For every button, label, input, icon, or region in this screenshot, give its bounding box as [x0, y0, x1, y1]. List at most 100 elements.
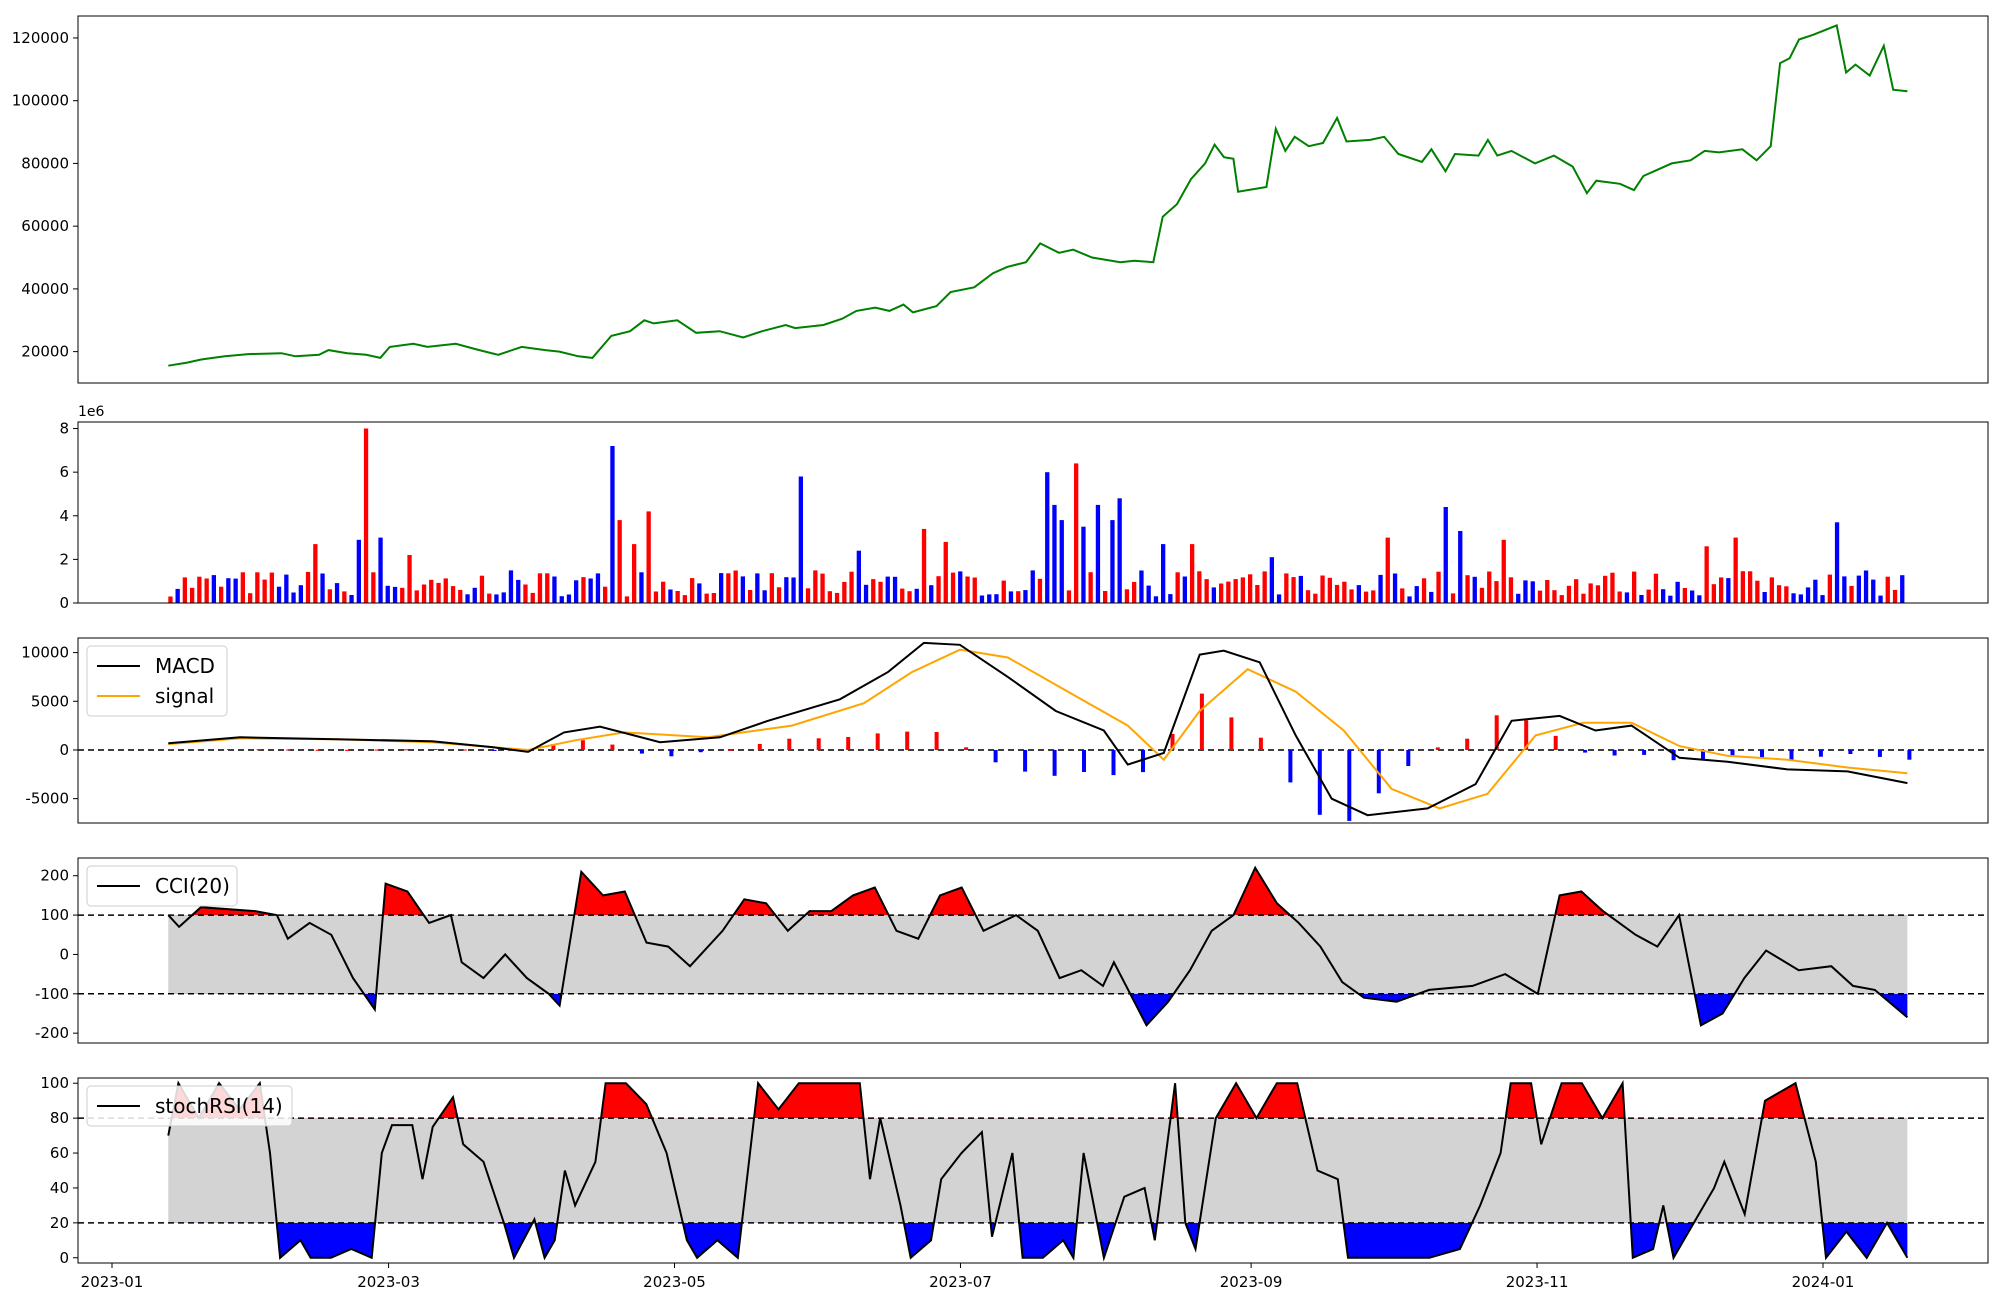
volume-bar [733, 570, 738, 603]
volume-bar [595, 573, 601, 603]
volume-bar [291, 592, 296, 603]
volume-bar [740, 576, 745, 603]
cci-neutral-band [168, 915, 1908, 994]
volume-bar [1008, 591, 1014, 603]
volume-bar [443, 578, 448, 603]
volume-bar [1661, 589, 1666, 603]
volume-bar [262, 579, 267, 603]
volume-bar [653, 591, 659, 603]
macd-histogram-bar [1701, 750, 1705, 760]
volume-bar [1066, 590, 1072, 603]
y-tick-label: 60 [50, 1144, 69, 1162]
macd-histogram-bar [1258, 737, 1263, 750]
macd-histogram-bar [1583, 750, 1588, 753]
volume-bar [1030, 570, 1035, 603]
volume-bar [1392, 573, 1398, 603]
macd-panel: -5000 0 5000 10000 MACD signal [21, 641, 1988, 821]
volume-bar [1190, 544, 1195, 603]
volume-bar [878, 581, 883, 603]
volume-bar [334, 583, 340, 603]
macd-histogram-bar [1317, 750, 1322, 815]
volume-bar [900, 588, 905, 603]
macd-histogram-bar [1907, 750, 1912, 760]
macd-histogram-bar [404, 749, 409, 751]
legend-label: CCI(20) [155, 874, 230, 898]
volume-bar [1508, 577, 1514, 603]
volume-bar [1487, 571, 1492, 603]
legend-box [86, 865, 238, 907]
volume-bar [371, 572, 376, 603]
volume-bar [1523, 580, 1528, 603]
volume-bar [1168, 594, 1173, 603]
volume-bar [1081, 526, 1086, 603]
legend-box [86, 645, 228, 717]
volume-bar [762, 590, 767, 603]
volume-bar [421, 584, 427, 603]
volume-bar [1117, 498, 1122, 603]
macd-histogram-bar [875, 733, 880, 750]
volume-bar [1704, 546, 1709, 603]
cci-axes [77, 857, 1989, 1044]
volume-bar [784, 577, 789, 603]
macd-histogram-bar [1848, 750, 1853, 754]
volume-bar [791, 577, 796, 603]
volume-bar [697, 583, 702, 603]
volume-bar [1262, 571, 1267, 603]
macd-histogram-bar [1671, 750, 1676, 761]
y-tick-label: -100 [35, 985, 69, 1003]
volume-bar [1450, 593, 1456, 603]
volume-bar [726, 573, 731, 603]
volume-bar [1878, 595, 1883, 603]
volume-bar [950, 572, 956, 603]
volume-bar [327, 589, 332, 603]
volume-bar [450, 586, 456, 603]
macd-histogram-bar [1494, 715, 1499, 750]
volume-bar [574, 580, 579, 603]
volume-bar [1045, 472, 1050, 603]
cci-panel: -200 -100 0 100 200 CCI(20) [35, 865, 1988, 1042]
macd-histogram-bar [1111, 750, 1116, 776]
volume-bar [1233, 579, 1238, 603]
volume-bar [1182, 576, 1187, 603]
volume-bar [1711, 584, 1716, 603]
volume-bar [769, 573, 774, 603]
volume-bar [863, 584, 869, 603]
macd-histogram-bar [256, 749, 261, 751]
volume-bar [1748, 571, 1753, 603]
volume-bar [994, 594, 999, 603]
volume-bar [284, 574, 289, 603]
volume-bar [842, 581, 847, 603]
volume-bar [1175, 572, 1180, 603]
volume-bar [211, 575, 216, 603]
volume-bar [1566, 585, 1572, 603]
volume-bar [1690, 590, 1695, 603]
volume-bar [921, 528, 927, 603]
volume-bar [914, 588, 919, 603]
macd-histogram-bar [728, 749, 733, 751]
y-tick-label: 120000 [12, 29, 69, 47]
volume-bar [813, 570, 818, 603]
macd-histogram-bar [1789, 750, 1794, 760]
volume-bar [1849, 585, 1854, 603]
volume-bar [1545, 580, 1550, 603]
volume-panel: 0 2 4 6 8 1e6 [59, 404, 1905, 612]
x-tick-label: 2023-07 [929, 1273, 992, 1291]
volume-bar [849, 571, 854, 603]
volume-bar [1356, 585, 1361, 603]
volume-bar [1429, 591, 1434, 603]
volume-bar [979, 595, 985, 603]
volume-bar [537, 573, 543, 603]
stochrsi-oversold-fill [168, 1222, 1908, 1258]
volume-bar [1552, 590, 1557, 603]
volume-bar [1646, 589, 1651, 603]
macd-histogram-bar [1347, 750, 1352, 821]
volume-bar [1248, 574, 1253, 603]
volume-bar [1530, 581, 1535, 603]
volume-bar [552, 576, 557, 603]
y-tick-label: 100000 [12, 92, 69, 110]
legend-box [86, 1085, 293, 1127]
y-tick-label: 10000 [21, 644, 69, 662]
volume-bar [1255, 585, 1260, 603]
volume-bar [617, 520, 622, 603]
macd-histogram-bar [1170, 733, 1175, 750]
